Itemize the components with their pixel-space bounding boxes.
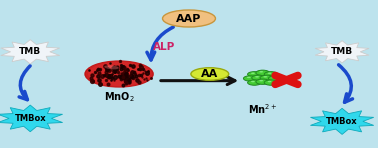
Circle shape [251, 81, 255, 82]
Circle shape [243, 76, 257, 81]
Text: AA: AA [201, 69, 218, 79]
Circle shape [251, 73, 255, 74]
Circle shape [263, 76, 267, 78]
Circle shape [256, 79, 270, 84]
Text: TMBox: TMBox [326, 117, 358, 126]
Text: AAP: AAP [176, 13, 202, 24]
Polygon shape [310, 108, 374, 134]
Circle shape [248, 80, 261, 85]
Circle shape [260, 75, 274, 81]
Text: TMBox: TMBox [14, 114, 46, 123]
Polygon shape [315, 41, 369, 63]
Circle shape [259, 71, 263, 73]
Circle shape [256, 70, 270, 75]
Circle shape [264, 80, 278, 85]
Circle shape [248, 72, 261, 77]
Circle shape [88, 62, 150, 86]
Polygon shape [0, 105, 63, 132]
Circle shape [247, 77, 251, 78]
Text: TMB: TMB [19, 47, 41, 56]
Ellipse shape [191, 68, 229, 80]
Circle shape [272, 77, 276, 78]
Text: TMB: TMB [331, 47, 353, 56]
Circle shape [264, 72, 278, 77]
Circle shape [259, 80, 263, 81]
Circle shape [268, 81, 271, 82]
Circle shape [84, 60, 154, 88]
Text: ALP: ALP [153, 42, 175, 52]
Circle shape [255, 76, 259, 78]
Text: MnO$_2$: MnO$_2$ [104, 90, 134, 104]
Circle shape [268, 76, 282, 81]
Polygon shape [1, 40, 60, 64]
Ellipse shape [163, 10, 215, 27]
Circle shape [86, 61, 152, 87]
Circle shape [268, 73, 271, 74]
Text: Mn$^{2+}$: Mn$^{2+}$ [248, 103, 277, 116]
Ellipse shape [104, 65, 119, 69]
Circle shape [252, 75, 265, 81]
